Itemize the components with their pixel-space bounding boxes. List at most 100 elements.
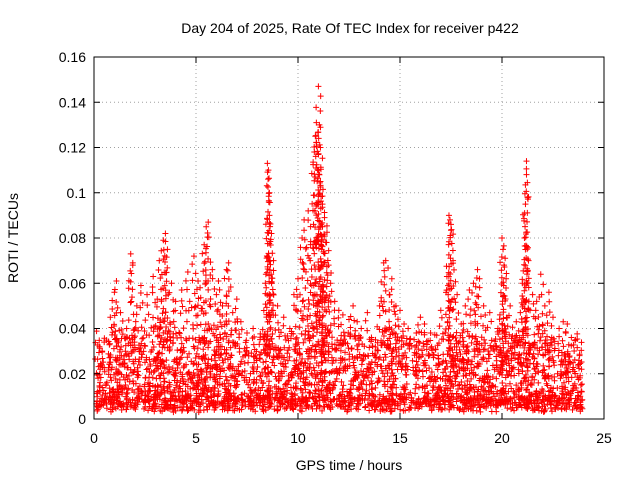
data-point (559, 337, 566, 344)
data-point (427, 330, 434, 337)
data-point (519, 363, 526, 370)
data-point (523, 405, 530, 412)
data-point (314, 371, 321, 378)
data-point (450, 364, 457, 371)
data-point (539, 403, 546, 410)
data-point (192, 355, 199, 362)
data-point (398, 337, 405, 344)
data-point (127, 342, 134, 349)
data-point (523, 314, 530, 321)
data-point (523, 165, 530, 172)
data-point (500, 315, 507, 322)
data-point (506, 380, 513, 387)
data-point (446, 322, 453, 329)
data-point (488, 382, 495, 389)
data-point (446, 263, 453, 270)
data-point (127, 278, 134, 285)
data-point (134, 374, 141, 381)
data-point (304, 313, 311, 320)
data-point (251, 346, 258, 353)
data-point (522, 355, 529, 362)
data-point (194, 322, 201, 329)
data-point (516, 334, 523, 341)
data-point (242, 403, 249, 410)
data-point (204, 388, 211, 395)
data-point (531, 341, 538, 348)
data-point (560, 379, 567, 386)
data-point (321, 209, 328, 216)
data-point (416, 403, 423, 410)
data-point (111, 289, 118, 296)
data-point (497, 391, 504, 398)
data-point (509, 324, 516, 331)
data-point (164, 331, 171, 338)
data-point (421, 362, 428, 369)
data-point (465, 296, 472, 303)
data-point (349, 353, 356, 360)
data-point (190, 343, 197, 350)
data-point (99, 349, 106, 356)
data-point (187, 395, 194, 402)
data-point (436, 323, 443, 330)
x-tick-label: 0 (90, 430, 98, 446)
data-point (127, 250, 134, 257)
data-point (304, 277, 311, 284)
data-point (576, 365, 583, 372)
data-point (178, 340, 185, 347)
data-point (215, 277, 222, 284)
data-point (282, 381, 289, 388)
data-point (500, 242, 507, 249)
data-point (460, 364, 467, 371)
data-point (483, 397, 490, 404)
data-point (318, 258, 325, 265)
data-point (463, 396, 470, 403)
data-point (308, 170, 315, 177)
data-point (481, 393, 488, 400)
data-point (447, 270, 454, 277)
data-point (420, 399, 427, 406)
data-point (259, 384, 266, 391)
data-point (508, 350, 515, 357)
data-point (319, 236, 326, 243)
data-point (295, 339, 302, 346)
data-point (545, 289, 552, 296)
data-point (256, 341, 263, 348)
data-point (569, 406, 576, 413)
data-point (263, 235, 270, 242)
data-point (536, 323, 543, 330)
data-point (159, 344, 166, 351)
data-point (525, 400, 532, 407)
data-point (238, 391, 245, 398)
data-point (287, 335, 294, 342)
data-point (577, 381, 584, 388)
data-point (138, 340, 145, 347)
data-point (518, 384, 525, 391)
data-point (270, 302, 277, 309)
data-point (369, 371, 376, 378)
data-point (299, 298, 306, 305)
data-point (183, 318, 190, 325)
data-point (313, 291, 320, 298)
data-point (247, 384, 254, 391)
data-point (315, 217, 322, 224)
data-point (445, 291, 452, 298)
data-point (472, 283, 479, 290)
data-point (528, 393, 535, 400)
data-point (230, 339, 237, 346)
data-point (451, 357, 458, 364)
data-point (472, 333, 479, 340)
data-point (376, 399, 383, 406)
data-point (297, 375, 304, 382)
data-point (317, 350, 324, 357)
data-point (384, 342, 391, 349)
data-point (260, 403, 267, 410)
data-point (313, 143, 320, 150)
data-point (307, 389, 314, 396)
data-point (362, 353, 369, 360)
data-point (413, 342, 420, 349)
x-tick-label: 15 (392, 430, 408, 446)
data-point (119, 385, 126, 392)
data-point (467, 306, 474, 313)
data-point (317, 178, 324, 185)
data-point (202, 360, 209, 367)
